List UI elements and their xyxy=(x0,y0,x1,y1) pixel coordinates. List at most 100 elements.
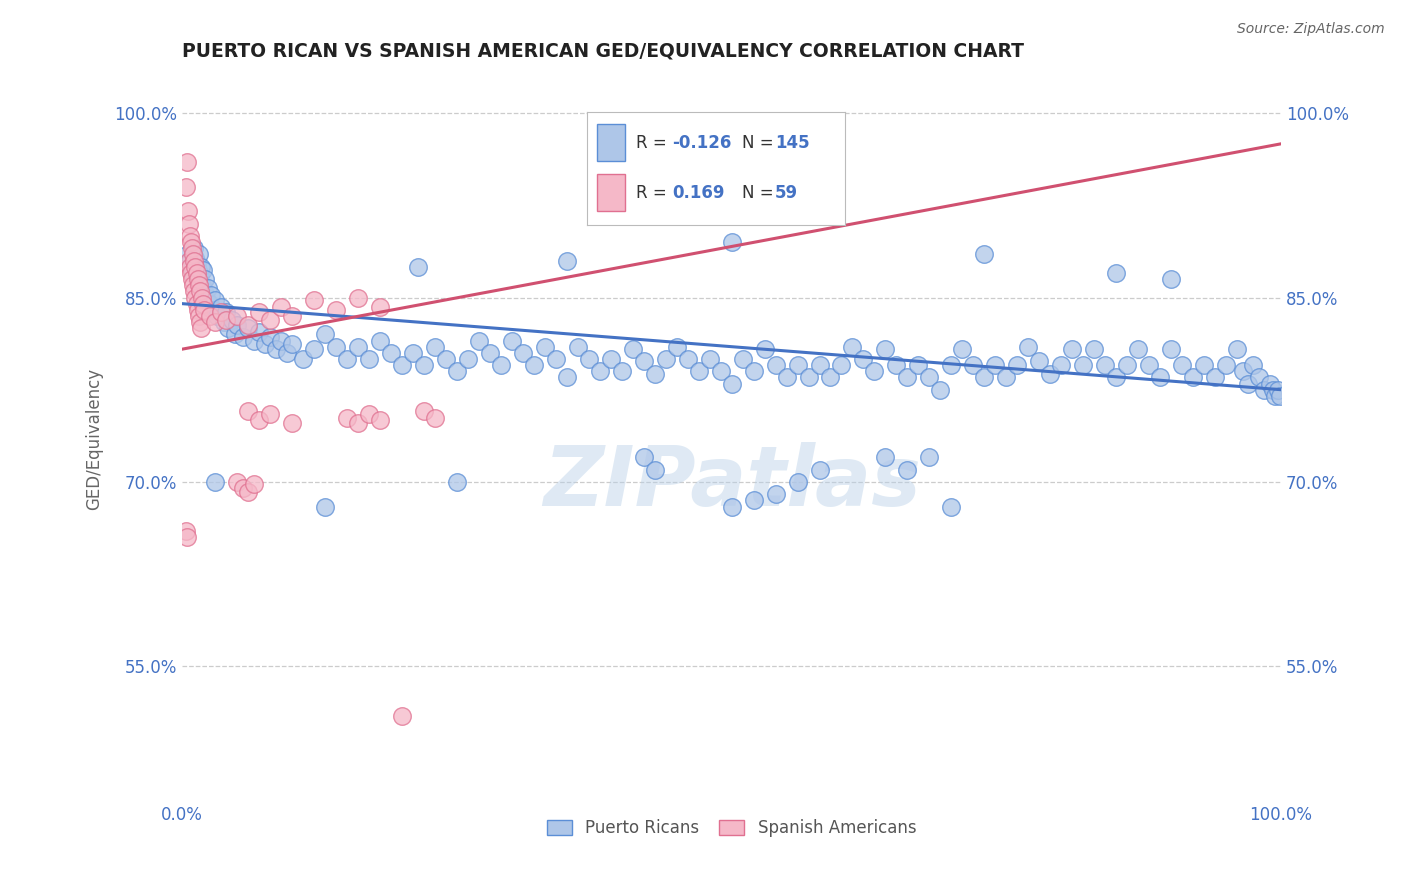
Point xyxy=(190,321,212,335)
Point xyxy=(918,370,941,384)
Point xyxy=(193,302,215,317)
Point xyxy=(1039,367,1062,381)
Point xyxy=(1062,342,1084,356)
Point xyxy=(232,330,254,344)
Point xyxy=(176,530,198,544)
Point xyxy=(841,340,863,354)
Point xyxy=(186,266,208,280)
Point xyxy=(181,278,204,293)
Point xyxy=(589,364,612,378)
Point xyxy=(567,340,589,354)
Point xyxy=(1171,358,1194,372)
Point xyxy=(1160,272,1182,286)
Point xyxy=(200,288,222,302)
Point xyxy=(1237,376,1260,391)
Point xyxy=(676,351,699,366)
Text: Source: ZipAtlas.com: Source: ZipAtlas.com xyxy=(1237,22,1385,37)
Point xyxy=(941,358,963,372)
Point xyxy=(1263,383,1285,397)
Point xyxy=(368,301,391,315)
Point xyxy=(413,358,436,372)
Point xyxy=(179,229,201,244)
Point xyxy=(786,475,808,489)
Point xyxy=(941,500,963,514)
Point xyxy=(187,278,209,293)
Point xyxy=(1083,342,1105,356)
Point xyxy=(177,247,200,261)
Text: ZIPatlas: ZIPatlas xyxy=(543,442,921,523)
Point xyxy=(710,364,733,378)
Point xyxy=(179,253,201,268)
Point xyxy=(1267,383,1289,397)
Point xyxy=(270,334,292,348)
Point xyxy=(198,309,221,323)
Point xyxy=(907,358,929,372)
Point xyxy=(413,403,436,417)
Point xyxy=(973,370,995,384)
Point xyxy=(232,481,254,495)
Point xyxy=(391,708,413,723)
Point xyxy=(633,354,655,368)
Point xyxy=(446,475,468,489)
Point xyxy=(281,416,304,430)
Point xyxy=(247,305,270,319)
Point xyxy=(665,340,688,354)
Point xyxy=(457,351,479,366)
Point xyxy=(489,358,512,372)
Point xyxy=(181,247,204,261)
Point xyxy=(1050,358,1073,372)
Point xyxy=(1204,370,1226,384)
Point xyxy=(193,285,215,299)
Point xyxy=(184,291,207,305)
Point xyxy=(754,342,776,356)
Point xyxy=(181,260,204,274)
Point xyxy=(1071,358,1094,372)
Point xyxy=(191,278,214,293)
Point xyxy=(197,280,219,294)
Point xyxy=(468,334,491,348)
Point xyxy=(314,327,336,342)
Point xyxy=(434,351,457,366)
Point xyxy=(688,364,710,378)
Point xyxy=(534,340,557,354)
Point xyxy=(204,293,226,307)
Point xyxy=(1094,358,1116,372)
Point xyxy=(302,293,325,307)
Point xyxy=(281,309,304,323)
Point xyxy=(1182,370,1205,384)
Point xyxy=(226,318,249,332)
Point xyxy=(1116,358,1139,372)
Point xyxy=(555,370,578,384)
Point xyxy=(699,351,721,366)
Point xyxy=(644,367,666,381)
Point xyxy=(896,462,918,476)
Point xyxy=(863,364,886,378)
Point xyxy=(281,337,304,351)
Point xyxy=(177,217,200,231)
Point xyxy=(259,312,281,326)
Point xyxy=(226,475,249,489)
Point xyxy=(238,321,260,335)
Point xyxy=(174,524,197,538)
Point xyxy=(181,272,204,286)
Point xyxy=(1226,342,1249,356)
Point xyxy=(1149,370,1171,384)
Point xyxy=(1243,358,1265,372)
Point xyxy=(226,309,249,323)
Point xyxy=(187,302,209,317)
Point xyxy=(1126,342,1149,356)
Point xyxy=(720,235,742,250)
Point xyxy=(238,403,260,417)
Point xyxy=(808,358,831,372)
Point xyxy=(808,462,831,476)
Point xyxy=(347,416,370,430)
Point xyxy=(180,235,202,250)
Point xyxy=(765,487,787,501)
Point xyxy=(217,321,239,335)
Point xyxy=(183,241,205,255)
Point xyxy=(187,247,209,261)
Point xyxy=(995,370,1018,384)
Point xyxy=(224,327,246,342)
Point xyxy=(423,411,446,425)
Point xyxy=(1105,370,1128,384)
